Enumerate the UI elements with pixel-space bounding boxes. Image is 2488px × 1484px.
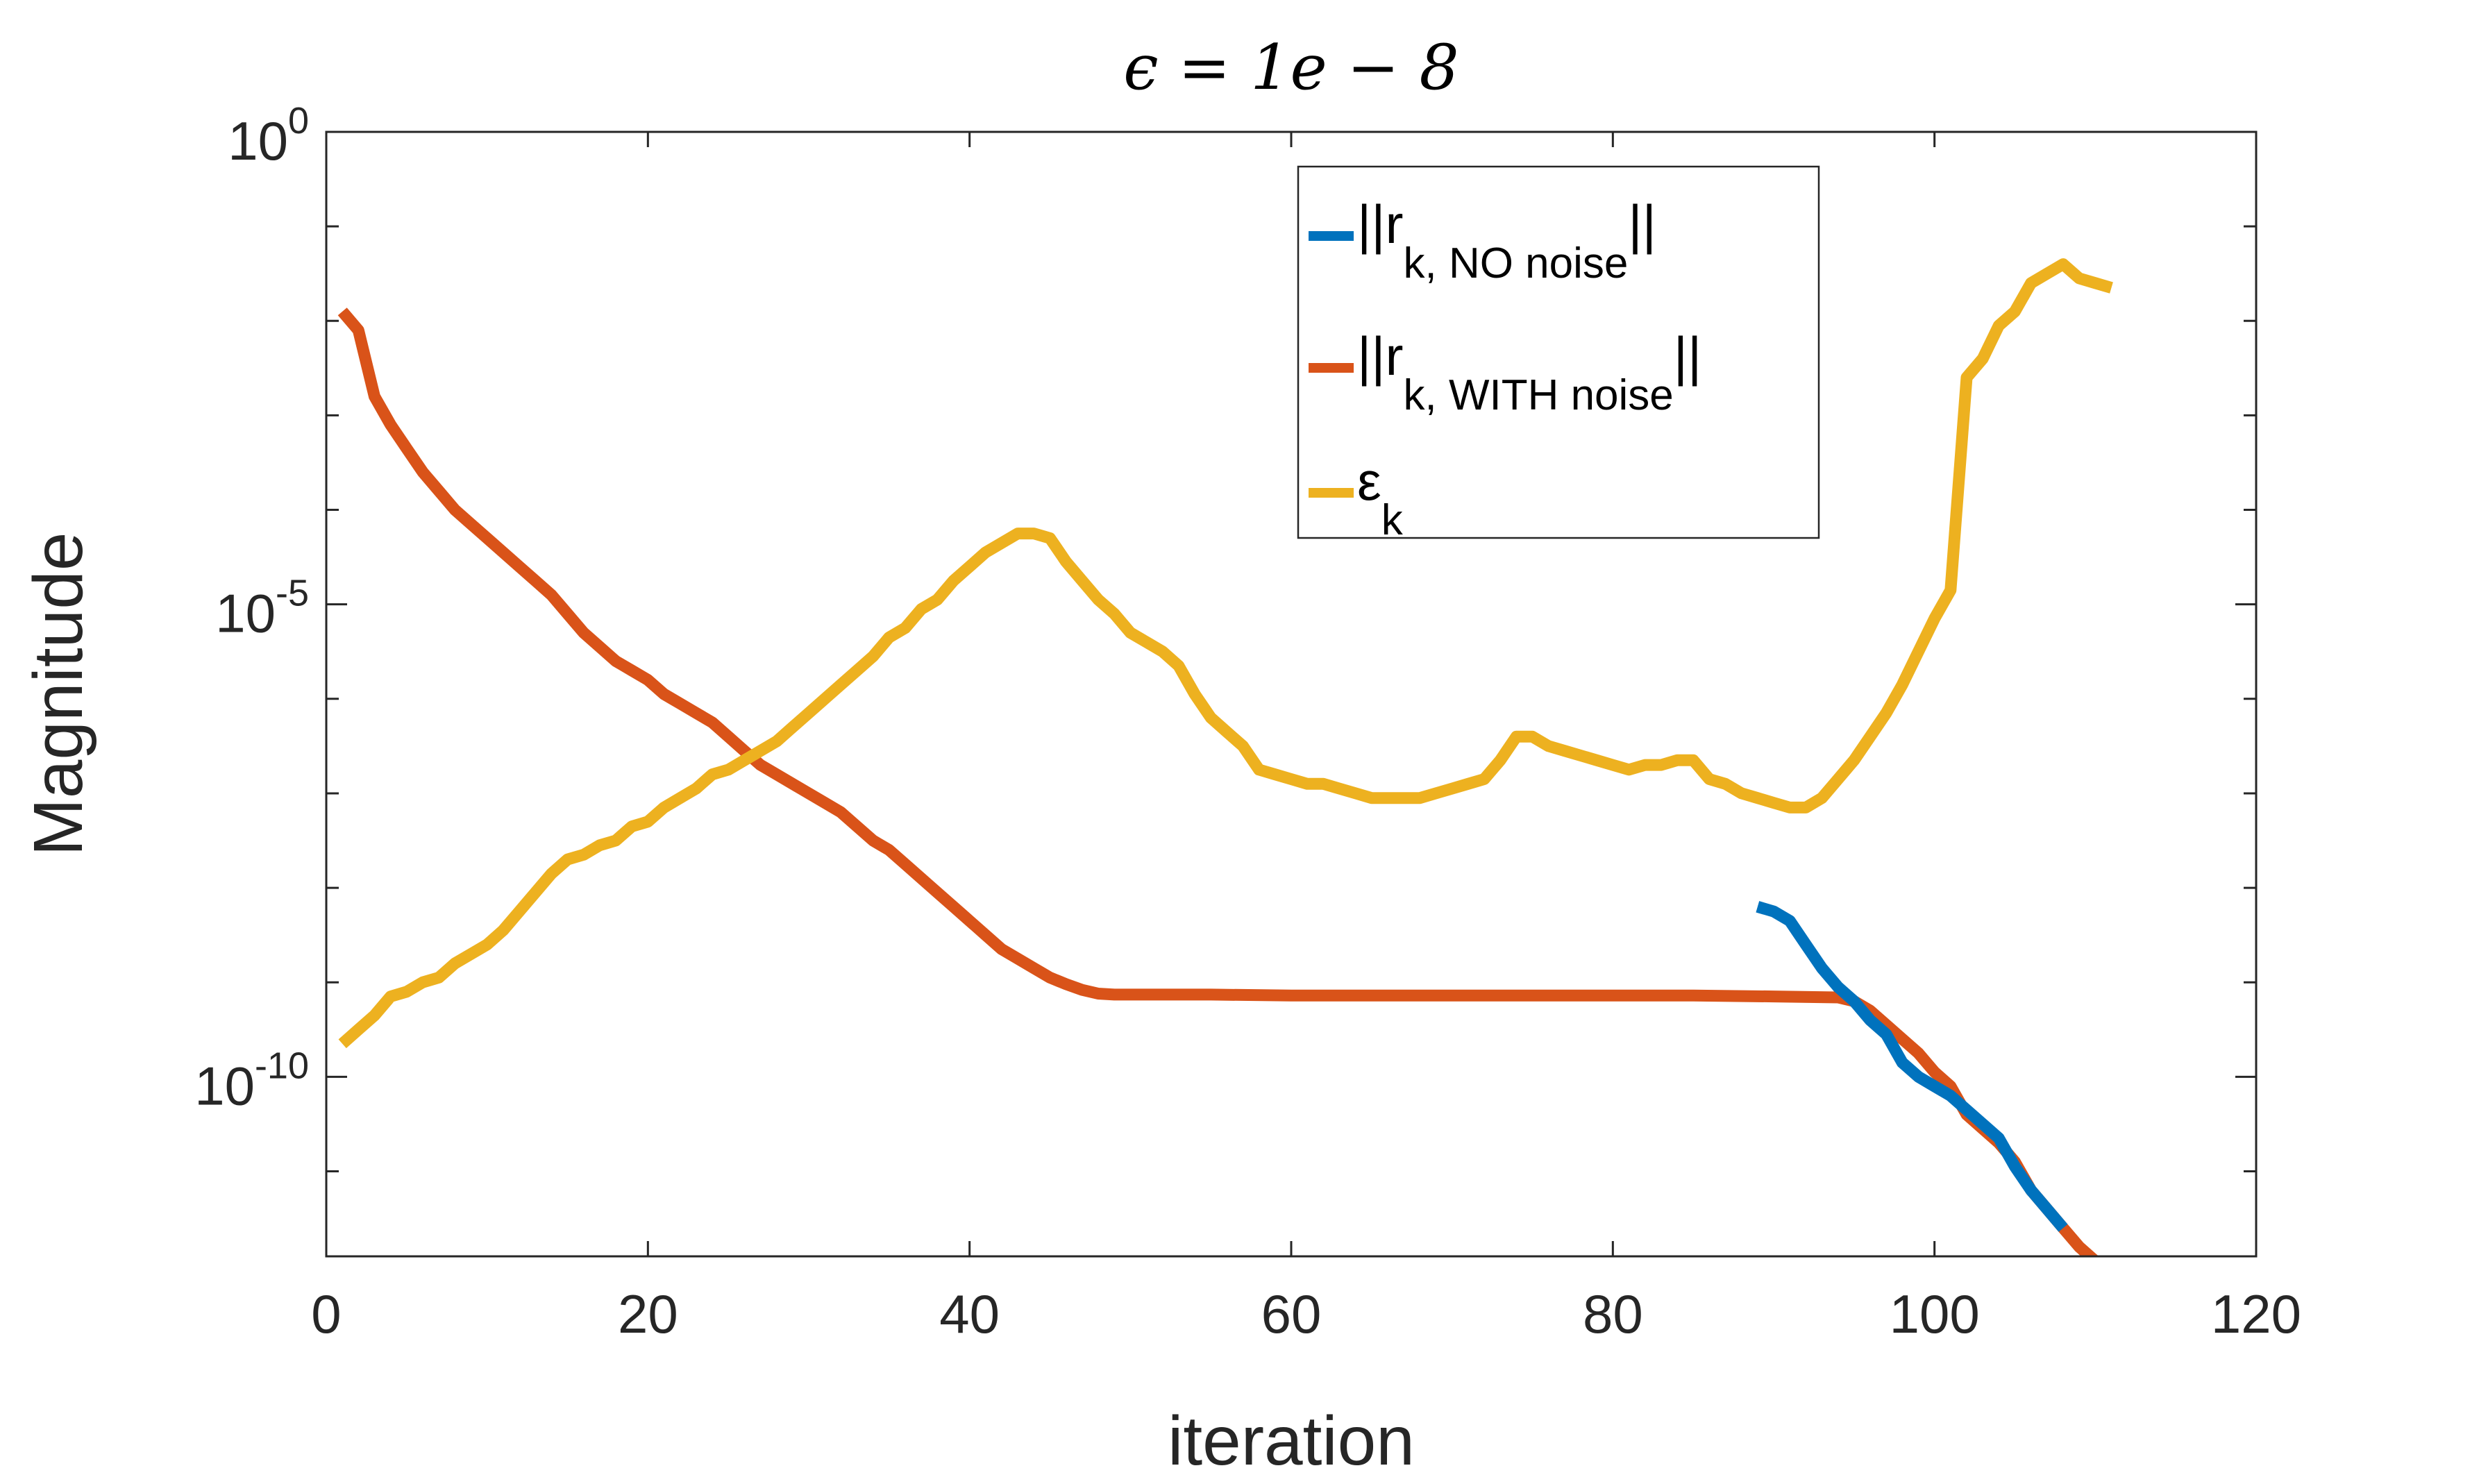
plot-frame xyxy=(325,130,2258,1258)
x-tick-label: 100 xyxy=(1890,1283,1980,1344)
x-tick-label: 60 xyxy=(1261,1283,1322,1344)
x-tick-label: 40 xyxy=(939,1283,1000,1344)
x-axis-label: iteration xyxy=(1168,1402,1415,1480)
legend: ||rk, NO noise|| ||rk, WITH noise|| εk xyxy=(1297,165,1820,544)
y-tick-labels: 100 10-5 10-10 xyxy=(194,100,309,1116)
y-tick-label: 100 xyxy=(228,100,309,171)
series-line-2 xyxy=(338,258,2113,1049)
x-tick-label: 120 xyxy=(2211,1283,2301,1344)
series-line-0 xyxy=(1756,901,2068,1232)
y-axis-label: Magnitude xyxy=(19,532,97,857)
y-tick-label: 10-5 xyxy=(215,573,309,644)
legend-label-1: ||rk, WITH noise|| xyxy=(1357,326,1701,419)
series-group xyxy=(337,258,2113,1256)
x-tick-labels: 0 20 40 60 80 100 120 xyxy=(311,1283,2301,1344)
x-tick-label: 20 xyxy=(618,1283,678,1344)
series-line-1 xyxy=(337,307,2099,1256)
x-tick-label: 80 xyxy=(1583,1283,1643,1344)
chart-title: ϵ = 1e − 8 xyxy=(1123,31,1459,104)
plot-area xyxy=(326,132,2256,1256)
legend-label-2: εk xyxy=(1357,450,1404,544)
x-tick-label: 0 xyxy=(311,1283,341,1344)
legend-box xyxy=(1297,165,1820,539)
legend-label-0: ||rk, NO noise|| xyxy=(1357,194,1656,287)
y-tick-label: 10-10 xyxy=(194,1045,309,1116)
